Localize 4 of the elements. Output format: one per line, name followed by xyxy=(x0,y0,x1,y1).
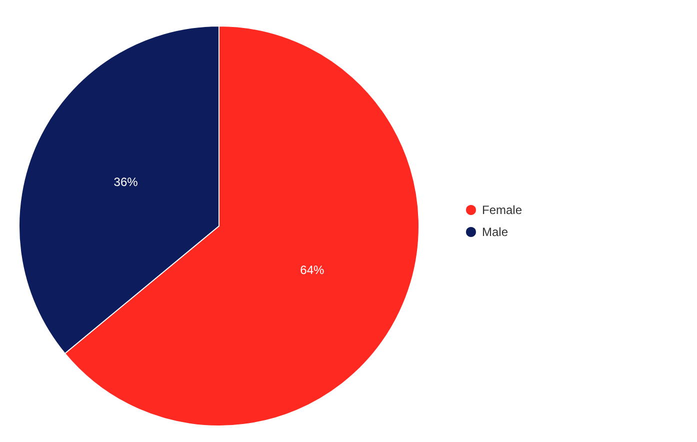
data-label: 36% xyxy=(114,175,138,190)
legend-label: Female xyxy=(482,203,522,217)
legend-label: Male xyxy=(482,225,508,239)
data-label: 64% xyxy=(300,262,325,277)
